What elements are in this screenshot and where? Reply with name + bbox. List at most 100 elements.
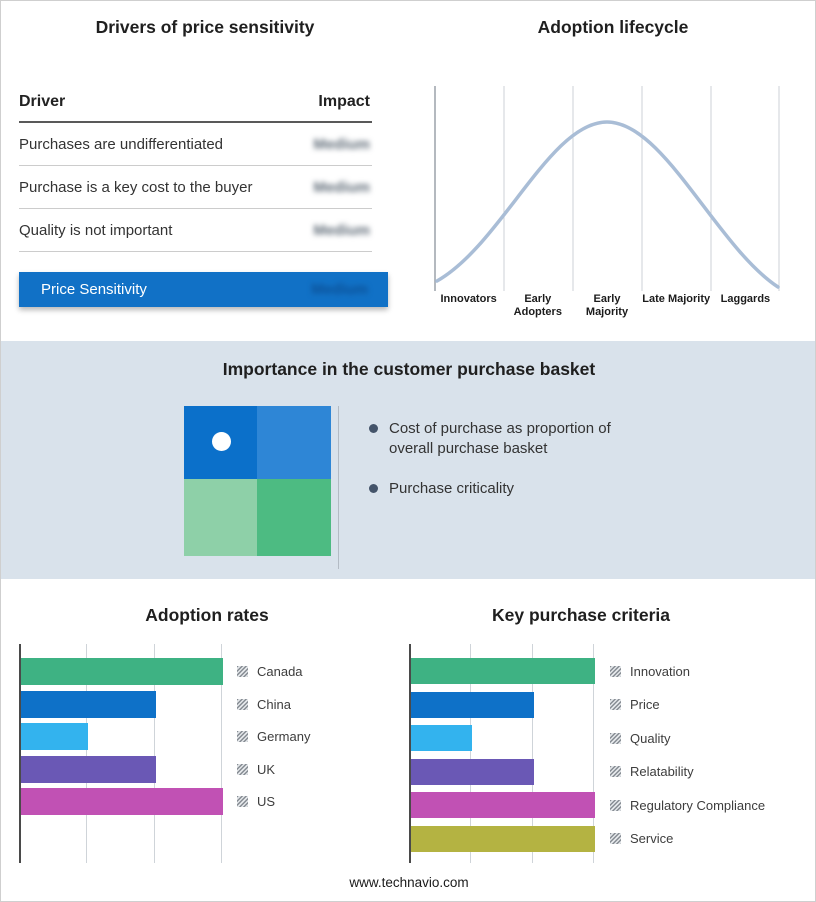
quadrant-cell-bottom-left — [184, 479, 257, 556]
legend-label: Price — [630, 697, 660, 712]
legend-item: Relatability — [610, 764, 694, 780]
gridline — [153, 644, 155, 863]
quadrant-axis-line — [338, 406, 339, 569]
impact-cell-redacted: Medium — [313, 178, 370, 196]
legend-label: Service — [630, 831, 674, 846]
gridline — [593, 644, 594, 863]
bar-innovation — [411, 658, 595, 684]
legend-item: Canada — [237, 664, 303, 680]
bar-service — [411, 825, 595, 852]
impact-cell-redacted: Medium — [313, 221, 370, 239]
axis-line — [409, 644, 411, 863]
key-purchase-criteria-chart — [409, 644, 597, 863]
legend-item: China — [237, 696, 291, 712]
legend-item: Price — [610, 697, 660, 713]
bar-price — [411, 691, 534, 718]
impact-column-header: Impact — [318, 93, 370, 110]
legend-item: Service — [610, 831, 673, 847]
bullet-icon — [369, 483, 378, 493]
legend-item: Quality — [610, 730, 670, 746]
legend-item: Innovation — [610, 663, 690, 679]
table-row: Purchases are undifferentiated Medium — [19, 123, 372, 166]
axis-line — [19, 644, 21, 863]
bullet-text: Purchase criticality — [389, 479, 515, 497]
quadrant-cell-bottom-right — [257, 479, 331, 556]
driver-cell: Quality is not important — [19, 221, 173, 239]
bar-quality — [411, 725, 473, 751]
legend-label: UK — [257, 761, 276, 777]
bar-regulatory-compliance — [411, 792, 595, 818]
price-sensitivity-bar: Price Sensitivity Medium — [19, 272, 388, 307]
bar-uk — [21, 755, 156, 783]
bar-us — [21, 788, 223, 815]
legend-label: US — [257, 794, 276, 809]
driver-column-header: Driver — [19, 93, 66, 110]
list-item: Purchase criticality — [369, 479, 641, 499]
website-url: www.technavio.com — [349, 875, 469, 890]
hatch-swatch-icon — [237, 666, 248, 677]
legend-label: Regulatory Compliance — [630, 797, 766, 813]
basket-bullet-list: Cost of purchase as proportion of overal… — [369, 419, 641, 518]
hatch-swatch-icon — [610, 799, 621, 811]
quadrant-cell-top-right — [257, 406, 331, 479]
hatch-swatch-icon — [237, 763, 248, 775]
quadrant-dot-icon — [212, 432, 231, 451]
hatch-swatch-icon — [237, 796, 248, 807]
bar-relatability — [411, 758, 534, 785]
hatch-swatch-icon — [610, 766, 621, 777]
hatch-swatch-icon — [610, 665, 621, 677]
stage-label: Late Majority — [642, 293, 711, 305]
impact-cell-redacted: Medium — [313, 135, 370, 153]
legend-label: China — [257, 696, 291, 712]
lifecycle-stage-labels: Innovators Early Adopters Early Majority… — [434, 293, 780, 319]
legend-item: US — [237, 794, 275, 810]
table-row: Purchase is a key cost to the buyer Medi… — [19, 166, 372, 209]
drivers-title: Drivers of price sensitivity — [95, 17, 315, 37]
adoption-lifecycle-chart — [434, 86, 780, 291]
bar-canada — [21, 658, 223, 685]
basket-title: Importance in the customer purchase bask… — [222, 359, 596, 379]
stage-label: Innovators — [440, 293, 497, 305]
legend-item: Regulatory Compliance — [610, 797, 765, 813]
bell-curve-svg — [434, 86, 780, 291]
adoption-rates-chart — [19, 644, 241, 863]
drivers-table: Driver Impact Purchases are undifferenti… — [19, 89, 372, 252]
legend-label: Relatability — [630, 764, 694, 779]
stage-label: Laggards — [720, 293, 771, 305]
list-item: Cost of purchase as proportion of overal… — [369, 419, 641, 460]
legend-label: Germany — [257, 729, 311, 744]
key-purchase-criteria-title: Key purchase criteria — [491, 605, 670, 625]
lifecycle-title: Adoption lifecycle — [537, 17, 689, 37]
hatch-swatch-icon — [610, 732, 621, 744]
price-sensitivity-value-redacted: Medium — [311, 281, 368, 298]
gridline — [531, 644, 533, 863]
legend-item: UK — [237, 761, 275, 777]
bar-china — [21, 690, 156, 718]
drivers-table-header: Driver Impact — [19, 89, 372, 123]
legend-label: Innovation — [630, 663, 690, 679]
bell-curve-line — [435, 120, 780, 289]
bullet-icon — [369, 424, 378, 433]
table-row: Quality is not important Medium — [19, 209, 372, 252]
quadrant-cell-top-left — [184, 406, 257, 479]
legend-label: Canada — [257, 664, 303, 679]
gridline — [470, 644, 472, 863]
legend-label: Quality — [630, 730, 671, 746]
legend-item: Germany — [237, 729, 310, 745]
price-sensitivity-label: Price Sensitivity — [41, 281, 147, 298]
hatch-swatch-icon — [610, 699, 621, 710]
hatch-swatch-icon — [610, 833, 621, 844]
gridline — [221, 644, 222, 863]
adoption-rates-title: Adoption rates — [145, 605, 269, 625]
hatch-swatch-icon — [237, 731, 248, 742]
driver-cell: Purchase is a key cost to the buyer — [19, 178, 253, 196]
bar-germany — [21, 723, 89, 750]
gridline — [86, 644, 88, 863]
purchase-basket-section: Importance in the customer purchase bask… — [1, 341, 815, 579]
stage-label: Early Adopters — [513, 293, 562, 319]
bullet-text: Cost of purchase as proportion of overal… — [389, 420, 611, 458]
hatch-swatch-icon — [237, 698, 248, 710]
stage-label: Early Majority — [585, 293, 629, 319]
quadrant-matrix — [184, 406, 331, 556]
